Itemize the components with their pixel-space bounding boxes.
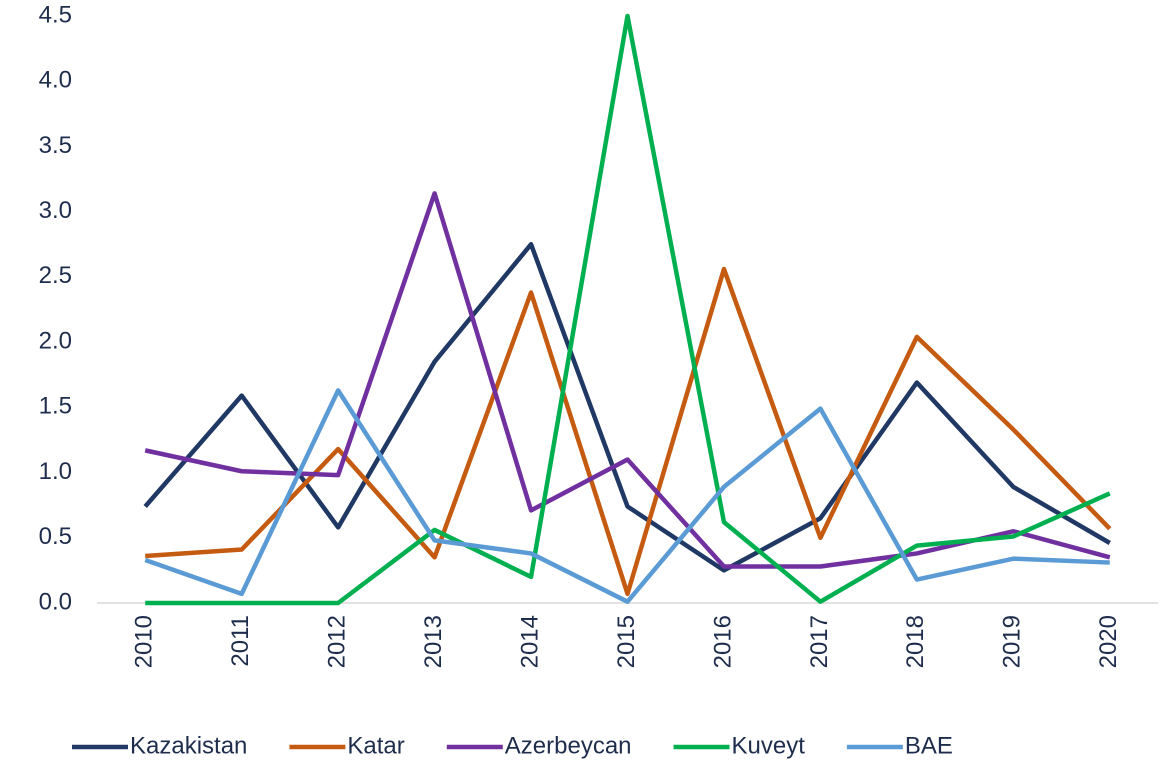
legend-label: Katar [347,732,404,759]
y-tick-label: 2.5 [39,262,72,289]
series-line [143,242,1111,573]
y-tick-label: 3.0 [39,197,72,224]
y-tick-label: 1.5 [39,393,72,420]
x-tick-label: 2015 [613,615,640,668]
legend-label: BAE [905,732,953,759]
y-tick-label: 1.0 [39,458,72,485]
x-tick-label: 2011 [227,615,254,667]
series-line [144,191,1111,569]
x-tick-label: 2018 [902,615,929,668]
x-tick-label: 2020 [1095,615,1122,668]
legend-label: Kuveyt [732,732,806,759]
x-tick-label: 2013 [420,615,447,668]
x-tick-label: 2019 [999,615,1026,668]
x-tick-label: 2017 [806,615,833,668]
legend-label: Kazakistan [130,732,247,759]
legend-label: Azerbeycan [505,732,632,759]
y-tick-label: 0.0 [39,588,72,615]
y-tick-label: 4.0 [39,67,72,94]
y-tick-label: 0.5 [39,523,72,550]
x-tick-label: 2010 [131,615,158,668]
y-tick-label: 3.5 [39,132,72,159]
series-line [144,388,1110,604]
y-tick-label: 4.5 [39,1,72,28]
x-tick-label: 2012 [323,615,350,668]
series-line [145,13,1111,606]
y-tick-label: 2.0 [39,327,72,354]
series-line [145,266,1112,597]
x-tick-label: 2014 [516,615,543,668]
x-tick-label: 2016 [709,615,736,668]
